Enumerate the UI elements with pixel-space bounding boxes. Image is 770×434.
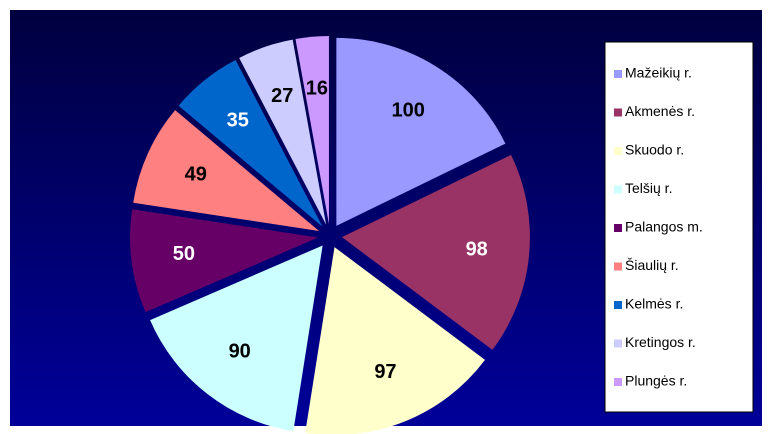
- legend-label: Plungės r.: [625, 373, 687, 389]
- value-label: 50: [173, 243, 195, 265]
- legend-swatch: [614, 339, 622, 348]
- legend-label: Kelmės r.: [625, 296, 683, 312]
- pie-slice: [305, 247, 485, 434]
- pie: 100 98 97 90 50 49 35 27 16: [130, 36, 530, 434]
- value-label: 49: [185, 164, 207, 186]
- legend-swatch: [614, 70, 622, 78]
- legend-swatch: [614, 378, 622, 386]
- pie-slice: [133, 110, 320, 232]
- legend-swatch: [614, 262, 622, 271]
- value-label: 97: [374, 361, 396, 383]
- legend-swatch: [614, 147, 622, 155]
- pie-slice: [295, 36, 329, 225]
- value-label: 27: [271, 85, 293, 107]
- legend-label: Akmenės r.: [625, 103, 695, 119]
- legend-swatch: [614, 301, 622, 309]
- legend-swatch: [614, 108, 622, 117]
- legend-label: Šiaulių r.: [625, 257, 679, 273]
- pie-slice: [130, 209, 319, 313]
- legend-label: Telšių r.: [625, 180, 672, 196]
- value-label: 35: [227, 109, 249, 131]
- value-label: 100: [391, 99, 424, 121]
- pie-slice: [336, 37, 506, 226]
- pie-slice: [150, 245, 323, 432]
- value-label: 16: [306, 78, 328, 100]
- pie-slice: [239, 39, 327, 225]
- legend-label: Skuodo r.: [625, 142, 684, 158]
- legend-label: Palangos m.: [625, 219, 703, 235]
- value-label: 90: [229, 341, 251, 363]
- legend-swatch: [614, 185, 622, 194]
- legend-label: Kretingos r.: [625, 334, 696, 350]
- legend-box: [604, 41, 754, 413]
- legend-swatch: [614, 224, 622, 232]
- legend: Mažeikių r. Akmenės r. Skuodo r. Telšių r. P…: [614, 65, 703, 389]
- pie-slice: [178, 59, 323, 227]
- legend-label: Mažeikių r.: [625, 65, 692, 81]
- pie-slice: [341, 154, 530, 350]
- value-label: 98: [466, 238, 488, 260]
